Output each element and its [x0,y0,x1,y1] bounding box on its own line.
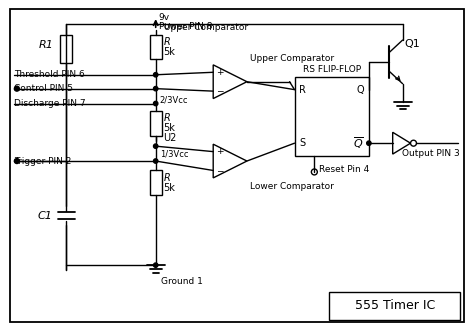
Text: Upper Comparator: Upper Comparator [250,54,334,63]
Text: $\overline{Q}$: $\overline{Q}$ [353,135,364,151]
Text: 5k: 5k [164,47,175,57]
Text: C1: C1 [37,211,52,220]
Text: U2: U2 [164,133,177,143]
Text: R: R [164,173,170,183]
Circle shape [154,86,158,91]
Text: RS FLIP-FLOP: RS FLIP-FLOP [302,65,361,74]
Circle shape [14,159,19,164]
Circle shape [14,86,19,91]
Text: Upper Comparator: Upper Comparator [164,23,248,32]
Text: R1: R1 [39,40,54,50]
Text: +: + [217,68,224,77]
Bar [294,77,369,156]
Bar [150,111,162,136]
Bar [150,170,162,195]
Text: Control PIN 5: Control PIN 5 [14,84,73,93]
Text: Discharge PIN 7: Discharge PIN 7 [14,99,85,108]
Bar [329,292,460,320]
Text: 5k: 5k [164,123,175,133]
Circle shape [154,159,158,163]
Text: Power PIN 8: Power PIN 8 [159,22,212,31]
Circle shape [154,144,158,148]
Text: +: + [217,147,224,156]
Text: Threshold PIN 6: Threshold PIN 6 [14,70,85,79]
Circle shape [154,101,158,106]
Text: 5k: 5k [164,183,175,193]
Text: S: S [300,138,306,148]
Text: R: R [300,85,306,95]
Text: Lower Comparator: Lower Comparator [250,182,334,191]
Text: R: R [164,37,170,47]
Text: Q1: Q1 [405,39,420,49]
Text: Q: Q [356,85,364,95]
Text: 9v: 9v [159,13,170,22]
Circle shape [154,263,158,267]
Circle shape [154,72,158,77]
Bar [61,35,73,63]
Text: Reset Pin 4: Reset Pin 4 [319,166,370,174]
Text: R: R [164,114,170,123]
Bar [150,35,162,59]
Circle shape [367,141,371,145]
Text: 555 Timer IC: 555 Timer IC [355,299,435,312]
Text: Ground 1: Ground 1 [161,277,202,286]
Text: Output PIN 3: Output PIN 3 [402,149,460,158]
Text: −: − [217,87,224,96]
Text: 1/3Vcc: 1/3Vcc [160,149,188,158]
Text: −: − [217,166,224,175]
Text: 2/3Vcc: 2/3Vcc [160,96,188,105]
Text: Trigger PIN 2: Trigger PIN 2 [14,157,71,166]
